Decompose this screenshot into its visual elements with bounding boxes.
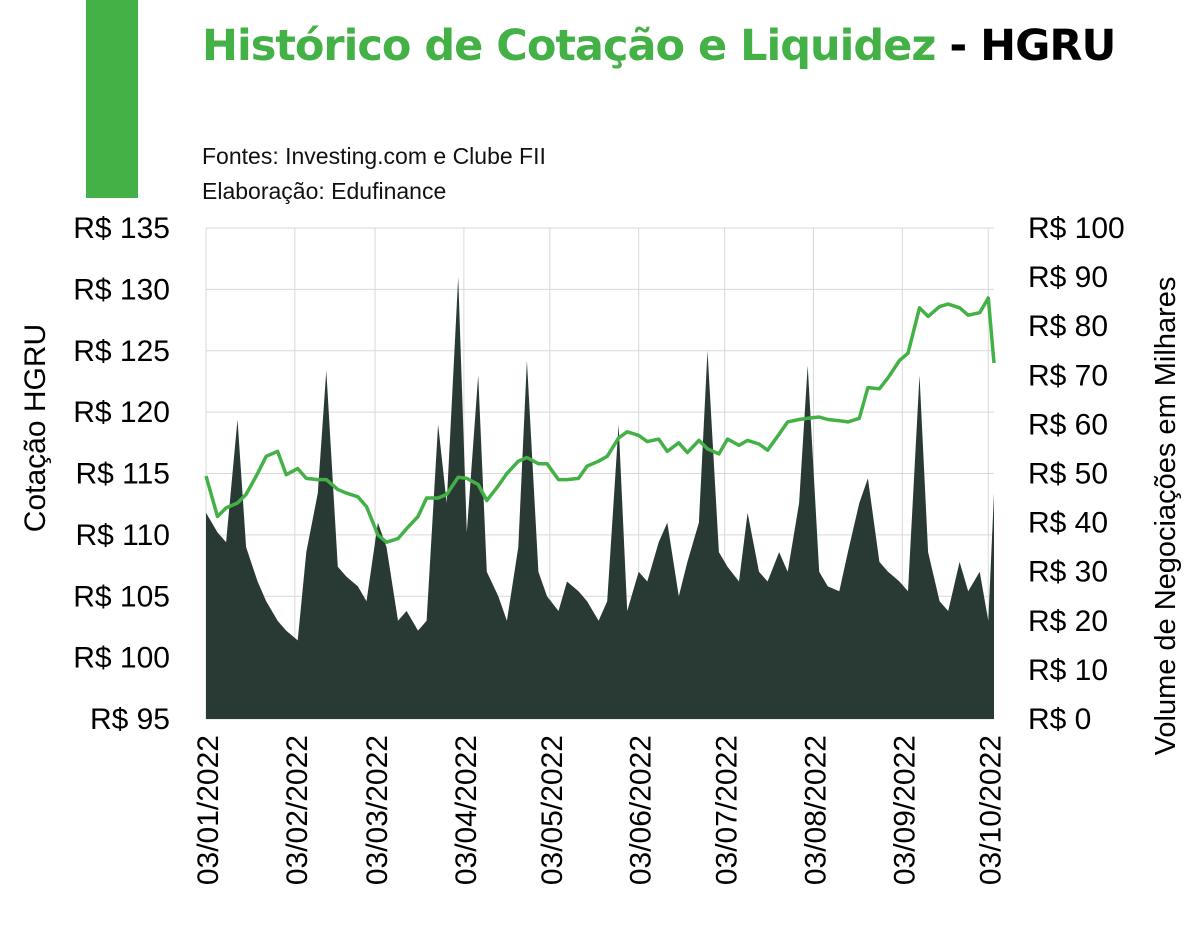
y-tick-label-left: R$ 120 [73, 396, 170, 429]
y-tick-label-left: R$ 135 [73, 212, 170, 245]
x-tick-label: 03/03/2022 [361, 735, 394, 885]
y-tick-label-right: R$ 70 [1028, 359, 1108, 392]
chart-title-rest: - HGRU [935, 21, 1116, 71]
x-tick-label: 03/07/2022 [711, 735, 744, 885]
y-tick-label-right: R$ 90 [1028, 261, 1108, 294]
y-tick-label-left: R$ 105 [73, 580, 170, 613]
x-tick-label: 03/02/2022 [281, 735, 314, 885]
x-tick-label: 03/06/2022 [625, 735, 658, 885]
x-tick-label: 03/01/2022 [192, 735, 225, 885]
x-tick-label: 03/10/2022 [974, 735, 1007, 885]
volume-area-series [206, 277, 994, 719]
y-tick-label-right: R$ 50 [1028, 458, 1108, 491]
y-tick-label-right: R$ 100 [1028, 212, 1125, 245]
author-note: Elaboração: Edufinance [202, 178, 447, 204]
y-axis-title-right: Volume de Negociações em Milhares [1150, 277, 1182, 756]
y-tick-label-right: R$ 20 [1028, 605, 1108, 638]
y-tick-label-left: R$ 110 [75, 519, 170, 552]
y-axis-title-left: Cotação HGRU [19, 324, 52, 532]
y-tick-label-right: R$ 0 [1028, 703, 1091, 736]
x-tick-label: 03/05/2022 [536, 735, 569, 885]
y-tick-label-left: R$ 125 [73, 335, 170, 368]
source-note: Fontes: Investing.com e Clube FII [202, 143, 546, 169]
x-tick-label: 03/04/2022 [450, 735, 483, 885]
x-tick-label: 03/09/2022 [888, 735, 921, 885]
y-tick-label-left: R$ 95 [90, 703, 170, 736]
y-tick-label-left: R$ 130 [73, 273, 170, 306]
y-tick-label-right: R$ 30 [1028, 556, 1108, 589]
y-tick-label-right: R$ 40 [1028, 507, 1108, 540]
x-tick-label: 03/08/2022 [799, 735, 832, 885]
accent-bar [86, 0, 138, 198]
price-line-series [204, 296, 996, 544]
y-tick-label-left: R$ 115 [75, 458, 170, 491]
y-tick-label-right: R$ 10 [1028, 654, 1108, 687]
y-tick-label-left: R$ 100 [73, 642, 170, 675]
y-tick-label-right: R$ 60 [1028, 408, 1108, 441]
y-tick-label-right: R$ 80 [1028, 310, 1108, 343]
chart-title-highlight: Histórico de Cotação e Liquidez [202, 21, 936, 71]
chart-title: Histórico de Cotação e Liquidez - HGRU [202, 10, 1162, 82]
